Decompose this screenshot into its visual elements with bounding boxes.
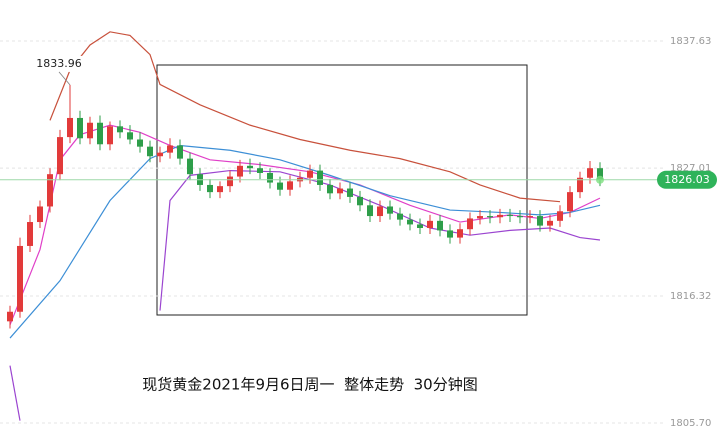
candle-body [487, 216, 493, 218]
high-label: 1833.96 [36, 57, 82, 70]
candle-body [107, 126, 113, 145]
candle-body [367, 205, 373, 217]
candle-body [597, 168, 603, 180]
candle-body [377, 206, 383, 217]
candle-body [7, 311, 13, 322]
candle-body [157, 152, 163, 157]
candle-body [557, 211, 563, 221]
candle-body [147, 146, 153, 157]
candle-body [567, 192, 573, 212]
candle-body [497, 214, 503, 218]
last-price-tag [657, 170, 717, 189]
candle-body [447, 230, 453, 238]
candle-body [217, 186, 223, 193]
candle-body [247, 165, 253, 169]
candle-body [207, 184, 213, 193]
candle-body [347, 188, 353, 197]
last-price-label: 1826.03 [664, 173, 710, 186]
candle-body [357, 196, 363, 206]
candle-body [577, 177, 583, 193]
candle-body [537, 216, 543, 226]
candle-body [277, 182, 283, 190]
high-pointer [58, 71, 71, 86]
candle-body [67, 117, 73, 138]
candle-body [87, 122, 93, 139]
candle-body [437, 220, 443, 231]
indicator-line [9, 144, 601, 339]
candle-body [327, 184, 333, 194]
candle-body [307, 170, 313, 178]
candle-body [547, 220, 553, 226]
candle-body [517, 216, 523, 218]
high-label-bg [33, 55, 85, 72]
y-tick-label: 1827.01 [670, 163, 711, 174]
candle-body [507, 214, 513, 217]
candle-body [337, 188, 343, 194]
candle-body [427, 220, 433, 229]
candle-body [77, 117, 83, 139]
candle-body [177, 145, 183, 159]
candle-body [237, 165, 243, 177]
candle-body [127, 132, 133, 140]
candle-body [137, 139, 143, 147]
indicator-line [49, 31, 561, 203]
candle-body [187, 158, 193, 175]
candle-body [257, 168, 263, 173]
candle-body [477, 216, 483, 219]
candle-body [397, 213, 403, 220]
candle-body [267, 172, 273, 183]
y-tick-label: 1837.63 [670, 36, 711, 47]
candle-body [467, 218, 473, 230]
candle-body [227, 176, 233, 187]
y-tick-label: 1805.70 [670, 418, 711, 426]
candle-body [117, 126, 123, 133]
candle-body [527, 216, 533, 218]
y-tick-label: 1816.32 [670, 291, 711, 302]
candle-body [587, 168, 593, 178]
candle-body [317, 170, 323, 185]
candle-body [47, 174, 53, 207]
indicator-line [9, 365, 21, 421]
last-price-dot [596, 175, 604, 184]
caption: 现货黄金2021年9月6日周一 整体走势 30分钟图 [142, 376, 477, 394]
candle-body [97, 122, 103, 145]
candle-body [387, 206, 393, 214]
candle-body [167, 145, 173, 153]
candle-body [287, 181, 293, 190]
candle-body [417, 224, 423, 229]
candle-body [37, 206, 43, 223]
candle-body [457, 229, 463, 238]
candle-body [27, 222, 33, 246]
candle-body [57, 137, 63, 175]
candle-body [17, 245, 23, 312]
candle-body [407, 219, 413, 225]
range-box [156, 64, 528, 316]
